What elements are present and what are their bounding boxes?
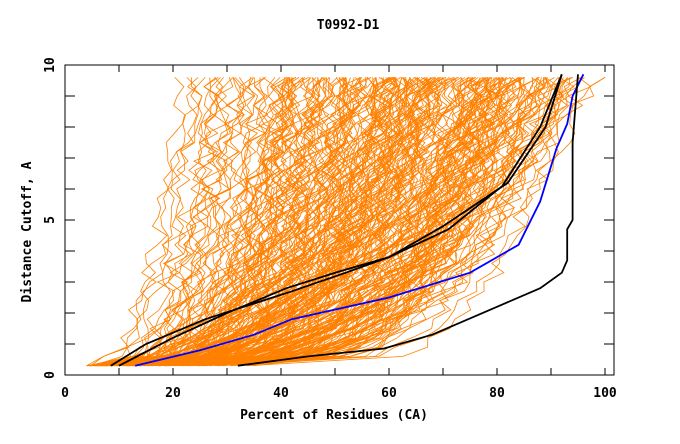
- background-model-line: [139, 77, 517, 367]
- background-model-line: [140, 77, 473, 367]
- background-model-line: [139, 77, 407, 367]
- background-model-line: [116, 77, 293, 367]
- background-model-line: [125, 77, 399, 367]
- background-model-line: [94, 77, 396, 367]
- background-model-line: [92, 77, 185, 367]
- background-model-line: [97, 77, 270, 367]
- model-black-3-line: [237, 74, 579, 367]
- background-model-line: [230, 77, 545, 367]
- background-model-line: [113, 77, 441, 367]
- background-model-line: [100, 77, 393, 367]
- background-model-line: [90, 77, 254, 367]
- background-model-line: [133, 77, 549, 367]
- background-model-line: [103, 77, 468, 367]
- background-model-line: [142, 77, 470, 367]
- background-model-line: [101, 77, 358, 367]
- background-model-line: [89, 77, 242, 367]
- x-tick-100: 100: [593, 386, 617, 401]
- background-model-line: [120, 77, 376, 367]
- background-model-line: [167, 77, 545, 367]
- model-blue-line: [134, 73, 585, 367]
- background-model-line: [90, 77, 269, 367]
- background-model-line: [123, 77, 462, 367]
- y-tick-10: 10: [43, 57, 58, 73]
- x-tick-20: 20: [165, 386, 181, 401]
- y-tick-0: 0: [43, 371, 58, 379]
- background-model-line: [131, 77, 475, 367]
- background-model-line: [94, 77, 327, 367]
- axis-ticks: [64, 64, 614, 376]
- x-tick-80: 80: [489, 386, 505, 401]
- background-model-line: [128, 77, 348, 367]
- background-model-line: [132, 77, 546, 367]
- background-model-line: [135, 77, 495, 367]
- background-model-line: [189, 77, 498, 367]
- background-model-line: [150, 77, 382, 367]
- y-tick-5: 5: [43, 216, 58, 224]
- background-model-line: [90, 77, 220, 367]
- x-tick-60: 60: [381, 386, 397, 401]
- background-model-line: [139, 77, 430, 367]
- background-model-line: [95, 77, 403, 367]
- background-model-line: [105, 77, 297, 367]
- x-axis-label: Percent of Residues (CA): [240, 408, 428, 423]
- background-model-line: [183, 77, 499, 367]
- background-model-line: [112, 77, 305, 367]
- background-model-line: [180, 77, 582, 367]
- background-model-line: [90, 77, 219, 367]
- chart-title: T0992-D1: [317, 18, 380, 33]
- background-model-line: [90, 77, 461, 367]
- background-model-line: [126, 77, 573, 367]
- background-model-line: [104, 77, 506, 367]
- background-model-line: [118, 77, 560, 367]
- background-model-line: [93, 77, 224, 367]
- background-model-line: [164, 77, 488, 367]
- y-axis-label: Distance Cutoff, A: [20, 161, 35, 302]
- background-model-line: [116, 77, 322, 367]
- background-model-line: [167, 77, 450, 367]
- background-model-line: [104, 77, 230, 367]
- background-model-line: [97, 77, 278, 367]
- background-model-line: [248, 77, 573, 367]
- background-model-line: [158, 77, 409, 367]
- background-model-line: [197, 77, 553, 367]
- background-model-line: [126, 77, 378, 367]
- background-model-line: [110, 77, 469, 367]
- x-tick-0: 0: [61, 386, 69, 401]
- background-model-line: [100, 77, 267, 367]
- background-model-line: [165, 77, 482, 367]
- background-model-line: [116, 77, 437, 367]
- background-model-line: [100, 77, 234, 367]
- background-model-line: [109, 77, 459, 367]
- background-model-line: [103, 77, 508, 367]
- background-series: [86, 77, 606, 367]
- background-model-line: [117, 77, 345, 367]
- background-model-line: [107, 77, 247, 367]
- background-model-line: [102, 77, 221, 367]
- x-tick-40: 40: [273, 386, 289, 401]
- model-black-1-line: [110, 74, 563, 367]
- background-model-line: [216, 77, 565, 367]
- background-model-line: [249, 77, 582, 367]
- background-model-line: [146, 77, 426, 367]
- background-model-line: [87, 77, 206, 367]
- model-black-2-line: [118, 73, 563, 367]
- highlighted-series: [110, 73, 585, 367]
- background-model-line: [216, 77, 562, 367]
- background-model-line: [222, 77, 606, 367]
- background-model-line: [86, 77, 203, 367]
- background-model-line: [94, 77, 309, 367]
- background-model-line: [105, 77, 295, 367]
- background-model-line: [86, 77, 436, 367]
- background-model-line: [90, 77, 198, 367]
- background-model-line: [96, 77, 431, 367]
